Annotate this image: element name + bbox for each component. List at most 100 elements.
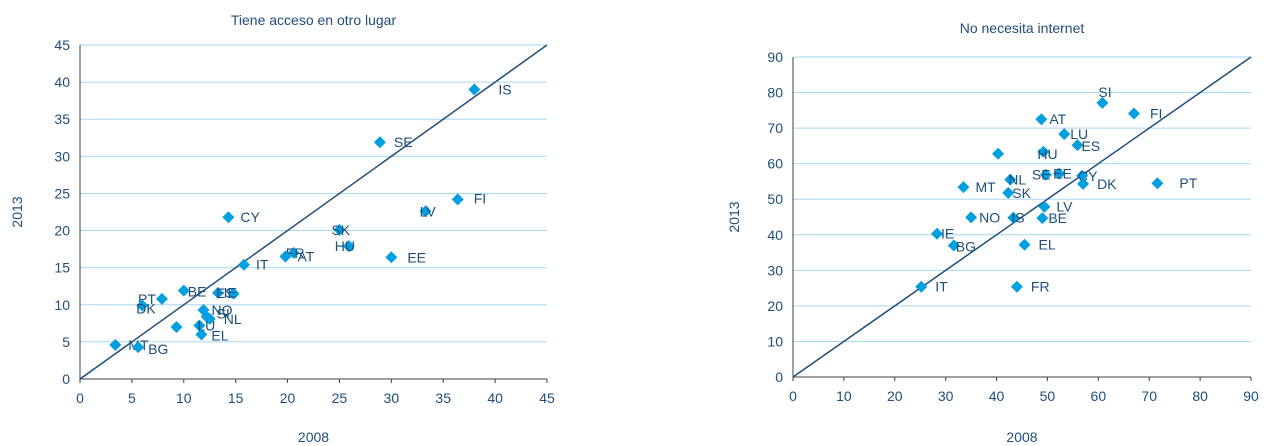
y-tick-label: 20 [54, 223, 70, 239]
data-point [1010, 280, 1023, 293]
point-label: AT [297, 249, 314, 265]
point-label: BG [956, 238, 976, 254]
data-point [1053, 167, 1066, 180]
y-tick-label: 90 [767, 49, 783, 65]
chart-title: Tiene acceso en otro lugar [231, 12, 397, 28]
scatter-chart-left: Tiene acceso en otro lugar 0 5 10 15 20 25 30 35… [0, 0, 564, 446]
point-label: EL [211, 327, 228, 343]
point-label: IT [935, 279, 948, 295]
point-label: EL [1039, 237, 1056, 253]
chart-title: No necesita internet [960, 20, 1085, 36]
y-tick-label: 40 [767, 227, 783, 243]
data-point [931, 227, 944, 240]
y-tick-label: 0 [62, 371, 70, 387]
x-tick-label: 20 [280, 390, 296, 406]
x-tick-label: 30 [384, 390, 400, 406]
y-tick-label: 30 [767, 262, 783, 278]
data-point [1018, 238, 1031, 251]
y-tick-label: 50 [767, 191, 783, 207]
data-point [965, 211, 978, 224]
point-label: CY [240, 209, 260, 225]
y-tick-label: 40 [54, 74, 70, 90]
data-point [419, 205, 432, 218]
point-label: BE [1048, 210, 1067, 226]
data-point [373, 136, 386, 149]
x-axis-label: 2008 [298, 429, 329, 445]
data-point [195, 328, 208, 341]
data-point [136, 299, 149, 312]
y-tick-label: 45 [54, 37, 70, 53]
point-label: IE [224, 285, 237, 301]
y-tick-label: 15 [54, 260, 70, 276]
data-point [1037, 145, 1050, 158]
point-label: IS [1011, 210, 1024, 226]
data-point [957, 181, 970, 194]
point-label: HU [335, 238, 355, 254]
data-point [1004, 173, 1017, 186]
data-point [1002, 186, 1015, 199]
y-tick-label: 10 [767, 333, 783, 349]
data-point [109, 338, 122, 351]
data-point [287, 246, 300, 259]
data-point [385, 251, 398, 264]
point-label: BG [148, 341, 168, 357]
x-tick-label: 45 [539, 390, 555, 406]
data-point [333, 223, 346, 236]
point-label: IE [941, 226, 954, 242]
y-tick-label: 0 [775, 369, 783, 385]
x-tick-label: 25 [332, 390, 348, 406]
data-point [992, 147, 1005, 160]
point-label: SK [1012, 185, 1031, 201]
data-point [1077, 177, 1090, 190]
point-label: SE [1032, 167, 1051, 183]
data-point [1039, 168, 1052, 181]
x-tick-label: 90 [1243, 388, 1259, 404]
data-point [222, 211, 235, 224]
y-tick-label: 5 [62, 334, 70, 350]
y-axis-label: 2013 [9, 196, 25, 227]
x-tick-label: 0 [789, 388, 797, 404]
point-label: IT [256, 257, 269, 273]
point-label: NL [224, 311, 242, 327]
scatter-chart-right: No necesita internet 0 10 20 30 40 50 60 70 80 90 0… [715, 0, 1279, 446]
data-point [1071, 139, 1084, 152]
point-label: BE [188, 284, 207, 300]
data-point [200, 310, 213, 323]
data-point [237, 258, 250, 271]
reference-line [792, 56, 1252, 378]
data-point [132, 341, 145, 354]
y-tick-label: 35 [54, 111, 70, 127]
reference-line [79, 44, 548, 380]
y-tick-label: 10 [54, 297, 70, 313]
y-tick-label: 20 [767, 298, 783, 314]
data-point [1127, 107, 1140, 120]
point-label: AT [1049, 111, 1066, 127]
data-point [1007, 211, 1020, 224]
point-label: PT [1179, 175, 1197, 191]
point-label: LV [1056, 199, 1073, 215]
y-axis-label: 2013 [726, 201, 742, 232]
point-label: SI [217, 306, 230, 322]
data-point [1096, 96, 1109, 109]
data-point [468, 83, 481, 96]
x-tick-label: 40 [989, 388, 1005, 404]
point-label: FI [474, 190, 486, 206]
point-label: NO [979, 209, 1000, 225]
data-point [915, 280, 928, 293]
data-point [155, 292, 168, 305]
data-point [342, 240, 355, 253]
data-point [1036, 212, 1049, 225]
point-label: SE [394, 134, 413, 150]
point-label: MT [975, 179, 996, 195]
y-tick-label: 60 [767, 156, 783, 172]
y-tick-label: 80 [767, 85, 783, 101]
data-point [1076, 169, 1089, 182]
data-point [227, 287, 240, 300]
scatter-plot-left: Tiene acceso en otro lugar 0 5 10 15 20 25 30 35… [9, 12, 555, 445]
x-tick-label: 10 [176, 390, 192, 406]
point-label: DK [1097, 176, 1117, 192]
x-axis-label: 2008 [1006, 429, 1037, 445]
point-label: LU [1070, 126, 1088, 142]
data-point [177, 284, 190, 297]
x-tick-label: 30 [938, 388, 954, 404]
